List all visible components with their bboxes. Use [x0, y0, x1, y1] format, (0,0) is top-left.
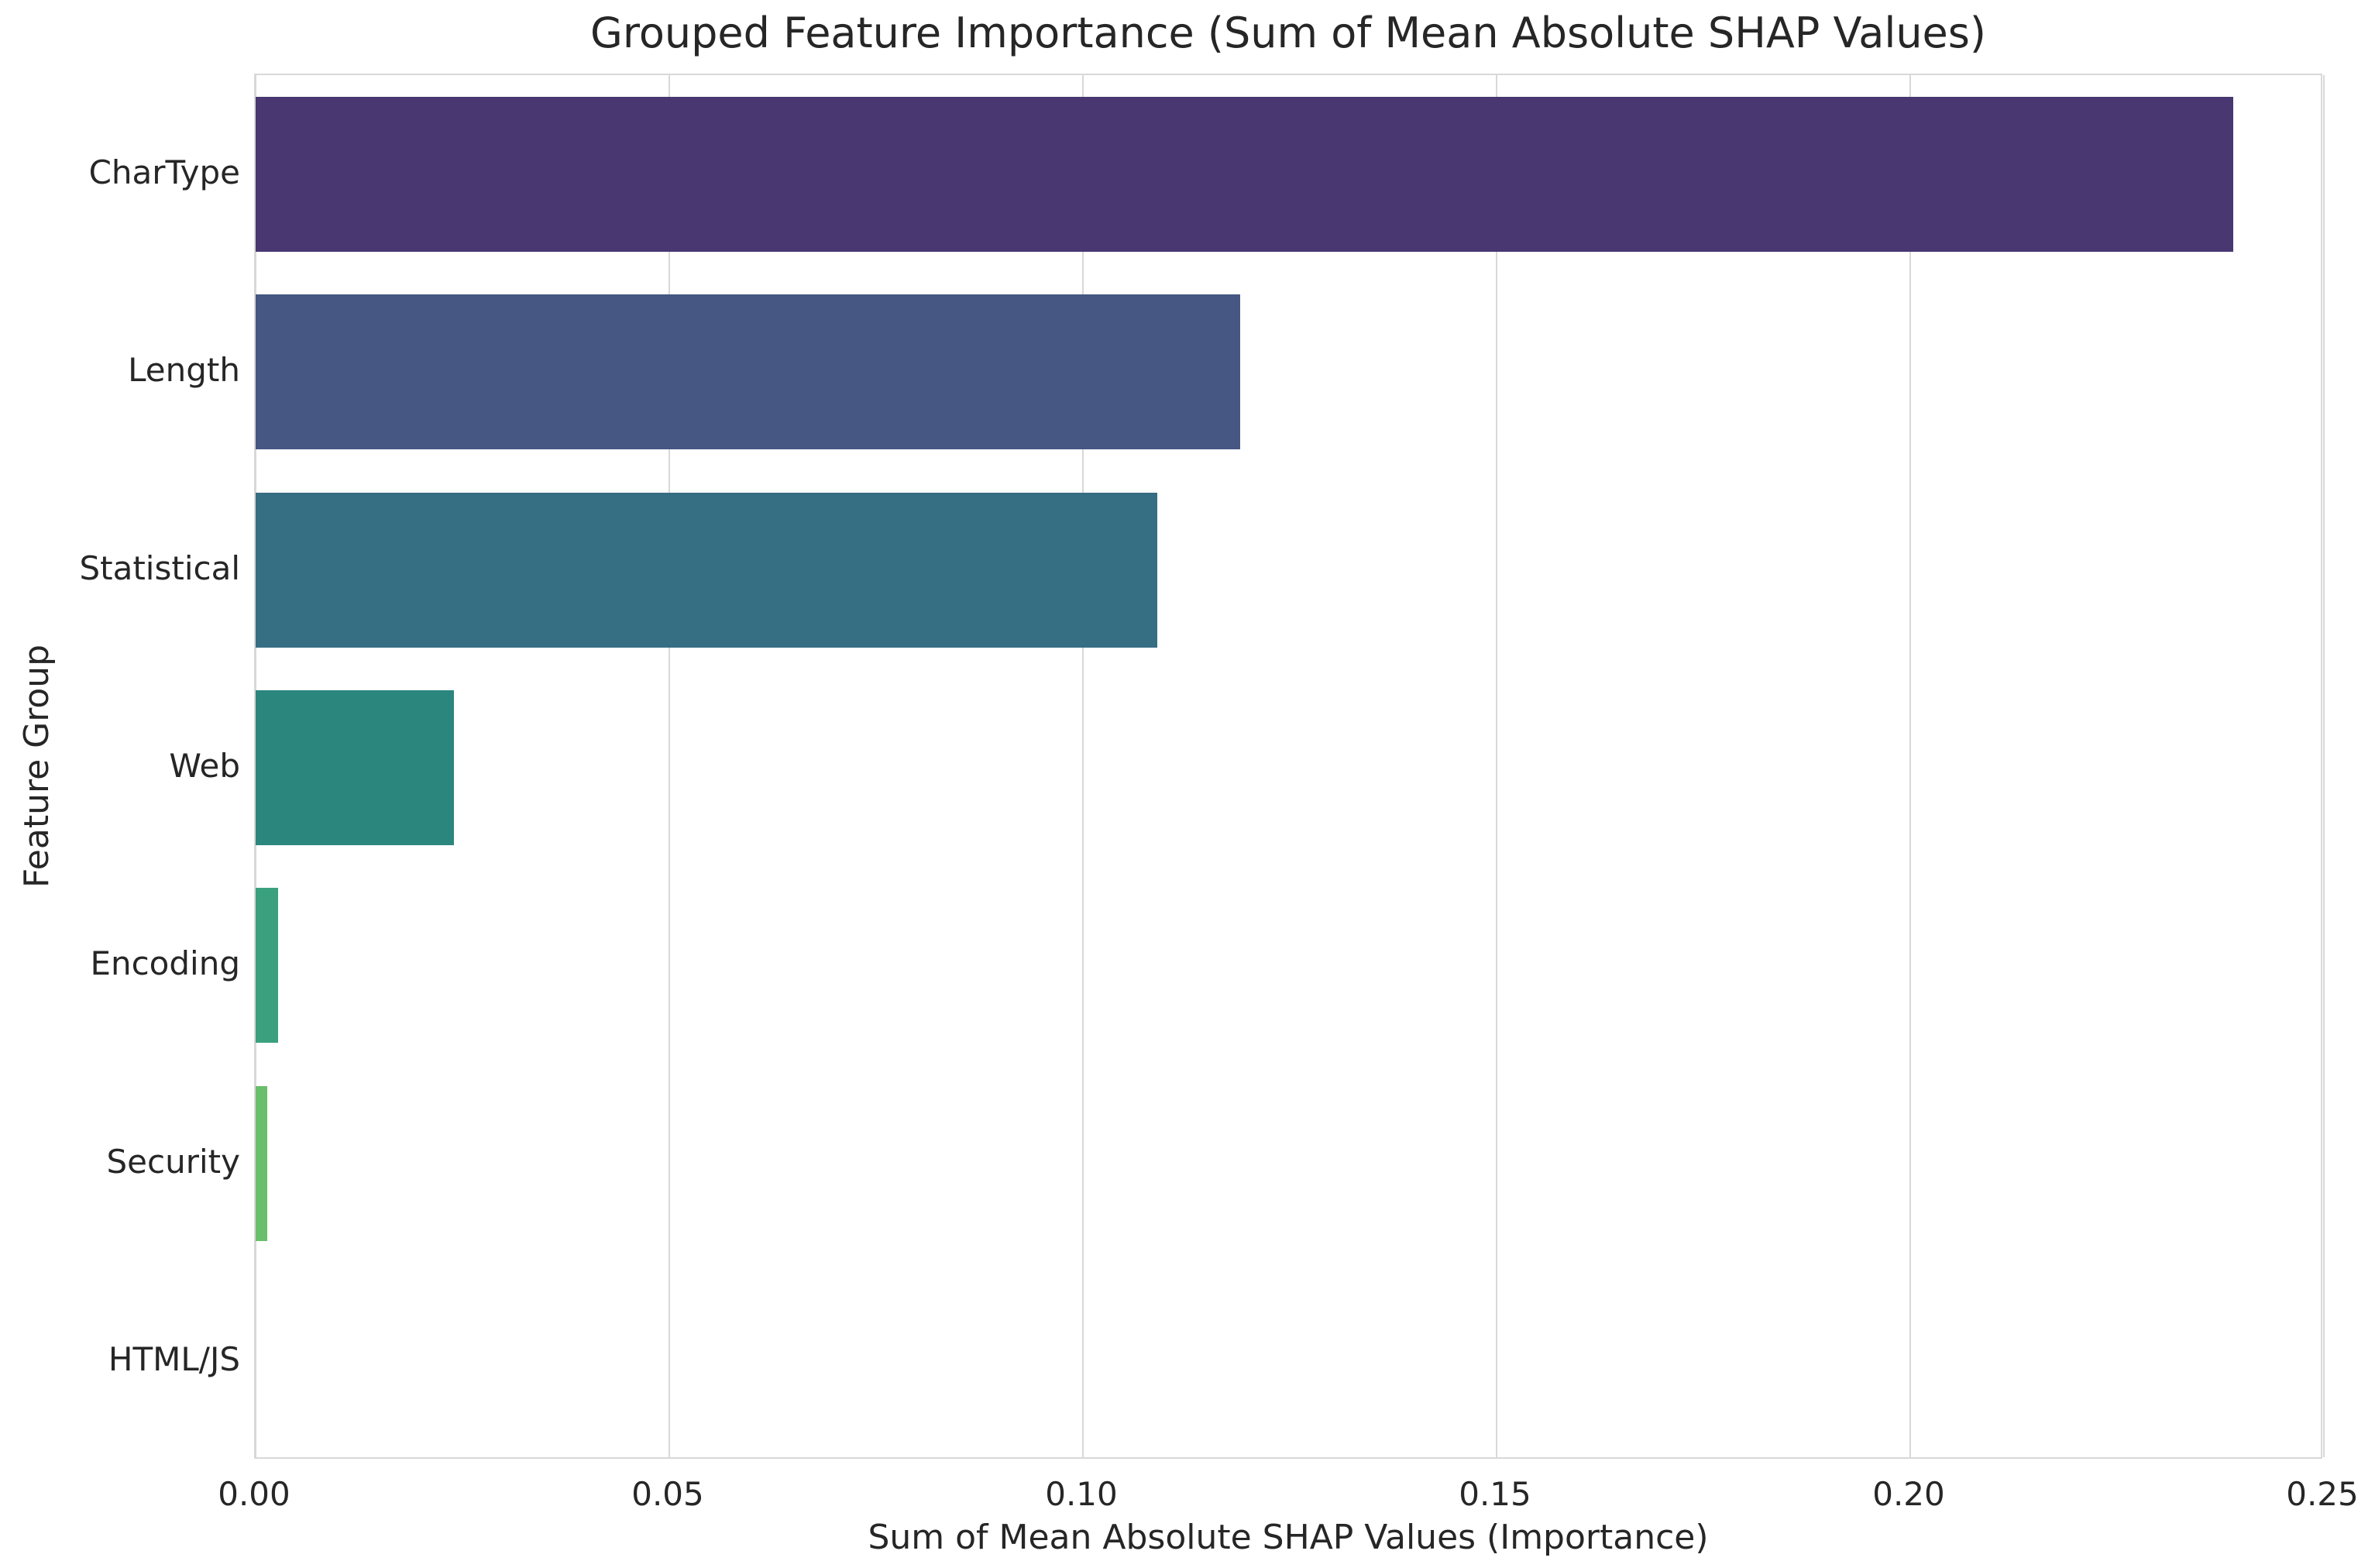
x-tick-label-0.10: 0.10 [1045, 1475, 1118, 1513]
bar-chartype [256, 97, 2233, 252]
y-tick-label-length: Length [128, 351, 240, 389]
x-tick-label-0.15: 0.15 [1459, 1475, 1531, 1513]
x-tick-label-0.20: 0.20 [1872, 1475, 1945, 1513]
y-tick-label-chartype: CharType [88, 153, 240, 191]
plot-area [254, 74, 2325, 1459]
gridline-x-0.10 [1082, 75, 1084, 1457]
bar-statistical [256, 493, 1157, 648]
gridline-x-0.20 [1909, 75, 1911, 1457]
y-tick-label-statistical: Statistical [79, 549, 240, 587]
y-axis-label: Feature Group [17, 644, 57, 889]
gridline-x-0.15 [1496, 75, 1497, 1457]
gridline-x-0.25 [2323, 75, 2325, 1457]
y-tick-label-security: Security [106, 1143, 240, 1181]
bar-security [256, 1086, 267, 1241]
bar-web [256, 690, 454, 845]
x-tick-label-0.00: 0.00 [218, 1475, 290, 1513]
x-tick-label-0.05: 0.05 [631, 1475, 704, 1513]
y-tick-label-web: Web [169, 747, 240, 785]
chart-title: Grouped Feature Importance (Sum of Mean … [590, 9, 1986, 57]
bar-length [256, 294, 1240, 449]
y-tick-label-html-js: HTML/JS [108, 1340, 240, 1378]
x-tick-label-0.25: 0.25 [2286, 1475, 2359, 1513]
x-axis-label: Sum of Mean Absolute SHAP Values (Import… [868, 1518, 1709, 1557]
bar-encoding [256, 888, 278, 1043]
y-tick-label-encoding: Encoding [90, 944, 240, 982]
gridline-x-0.05 [669, 75, 670, 1457]
